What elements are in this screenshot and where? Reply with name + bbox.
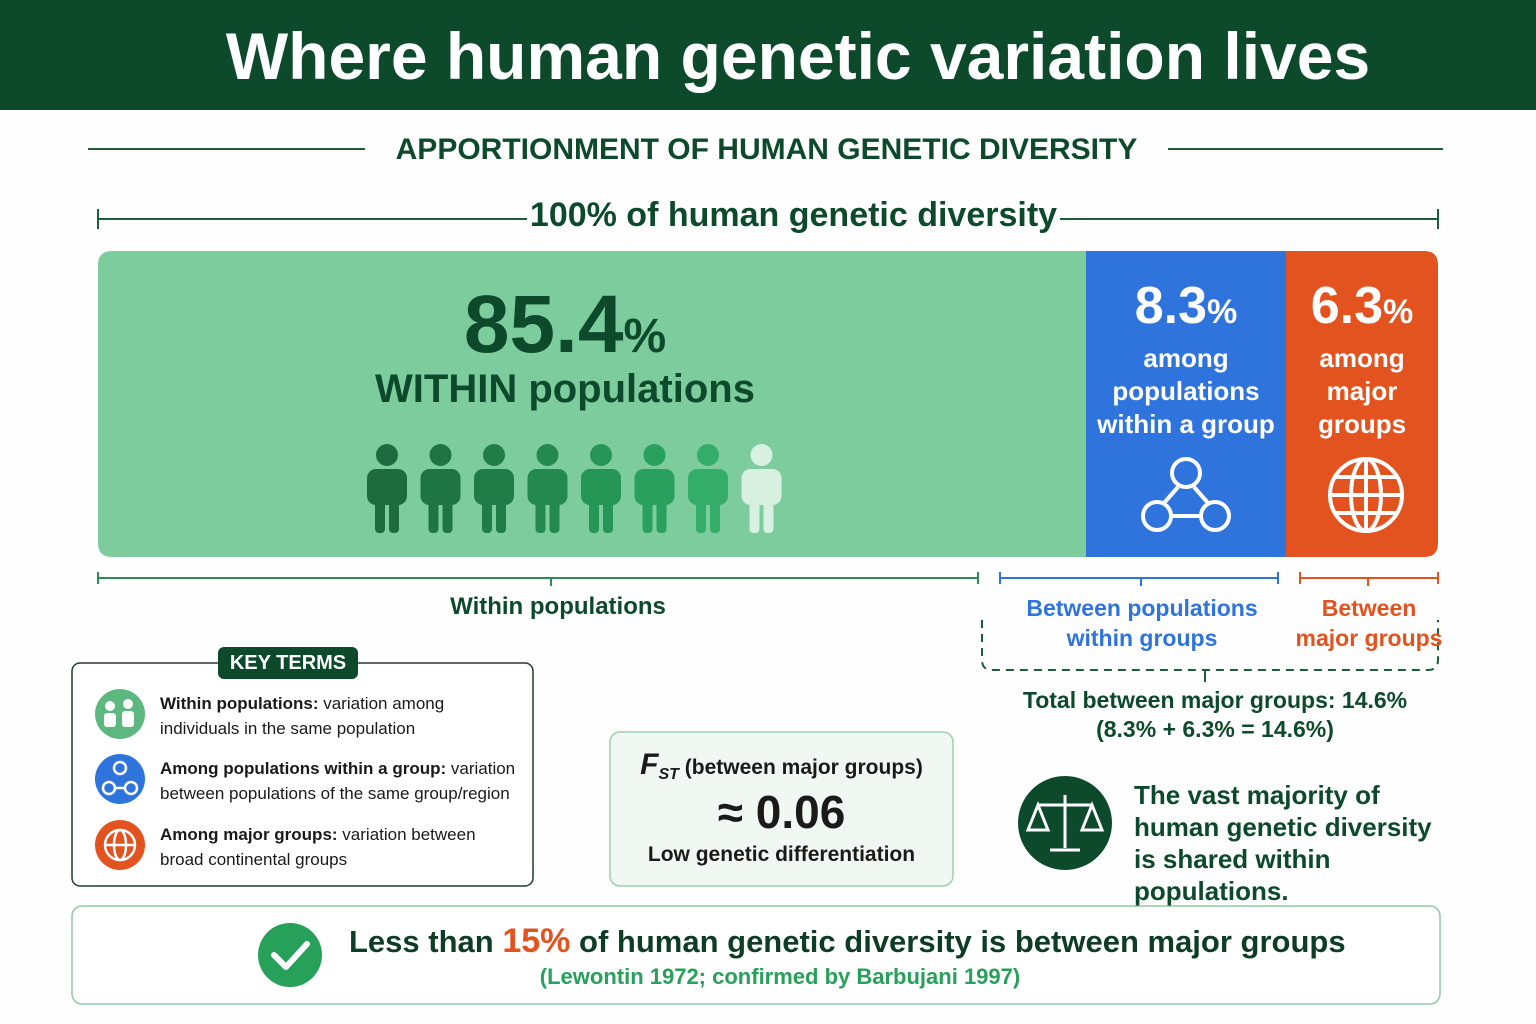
between-sum: (8.3% + 6.3% = 14.6%) (1096, 716, 1334, 742)
person-part (549, 495, 560, 533)
fst-label: (between major groups) (684, 756, 923, 779)
title: Where human genetic variation lives (225, 19, 1371, 93)
within-value: 85.4% (265, 278, 865, 372)
note: The vast majority of human genetic diver… (1134, 780, 1432, 906)
person-part (581, 469, 621, 505)
among-populations-label: among populations within a group (1097, 343, 1275, 439)
among-populations-term-network (101, 760, 139, 796)
term: Within populations: (160, 694, 319, 713)
brackets (97, 572, 1439, 682)
key-term: Among major groups: variation between br… (160, 822, 500, 872)
conclusion-highlight: 15% (502, 922, 571, 960)
conclusion-after: of human genetic diversity is between ma… (579, 924, 1346, 959)
among-groups-bracket-label: Between major groups (1295, 595, 1443, 651)
conclusion-box (71, 905, 1441, 1005)
person-part (656, 495, 667, 533)
term: Among populations within a group: (160, 759, 447, 778)
person-part (741, 469, 782, 505)
person-part (535, 495, 546, 533)
unit: % (1207, 293, 1238, 331)
subtitle-rules (88, 148, 1443, 229)
person-part (590, 444, 612, 466)
among-populations-segment (1086, 251, 1286, 557)
citation: (Lewontin 1972; confirmed by Barbujani 1… (539, 964, 1021, 989)
fst-symbol: F (640, 748, 659, 781)
scale-glyph (1025, 795, 1105, 852)
person-part (482, 495, 492, 533)
value: 8.3 (1134, 277, 1208, 335)
person-part (696, 495, 706, 533)
key-term: Among populations within a group: variat… (160, 756, 520, 806)
term-text: variation between populations of the sam… (160, 759, 516, 803)
value: 85.4 (463, 279, 624, 370)
person-part (375, 495, 385, 533)
among-populations-bracket-label: Between populations within groups (1026, 595, 1258, 651)
stacked-bar (98, 251, 1438, 557)
person-part (483, 444, 505, 466)
among-populations-value: 8.3% (1086, 276, 1286, 336)
person-part (589, 495, 599, 533)
person-part (763, 495, 774, 533)
among-groups-value: 6.3% (1286, 276, 1438, 336)
person-part (750, 444, 773, 466)
person-part (749, 495, 760, 533)
person-part (420, 469, 461, 505)
key-term: Within populations: variation among indi… (160, 691, 520, 741)
among-populations-term-icon (95, 754, 145, 804)
person-part (634, 469, 675, 505)
person-part (428, 495, 439, 533)
fst-value: ≈ 0.06 (717, 786, 846, 838)
network-icon (1141, 457, 1231, 532)
people-icons (367, 444, 782, 533)
key-terms-title: KEY TERMS (229, 652, 347, 674)
within-segment (98, 251, 1086, 557)
subtitle: APPORTIONMENT OF HUMAN GENETIC DIVERSITY (395, 133, 1138, 166)
person-part (389, 495, 399, 533)
among-groups-label: among major groups (1317, 343, 1407, 439)
person-part (643, 444, 666, 466)
within-term-people (104, 699, 134, 727)
between-total: Total between major groups: 14.6% (1022, 687, 1408, 713)
fst-heading: FST (between major groups) (610, 748, 953, 784)
fst-box (609, 731, 954, 887)
term-text: variation between broad continental grou… (160, 825, 476, 869)
header-bar (0, 0, 1536, 110)
key-terms-tab (218, 647, 358, 679)
unit: % (1383, 293, 1414, 331)
person-part (697, 444, 719, 466)
globe-icon (1328, 457, 1404, 533)
person-part (429, 444, 452, 466)
person-part (688, 469, 728, 505)
person-part (367, 469, 407, 505)
person-part (527, 469, 568, 505)
unit: % (623, 310, 667, 363)
fst-caption: Low genetic differentiation (647, 843, 916, 866)
value: 6.3 (1310, 277, 1384, 335)
conclusion-before: Less than (349, 924, 494, 959)
person-part (376, 444, 398, 466)
check-icon (258, 923, 322, 987)
among-groups-term-globe (103, 828, 137, 862)
within-label: WITHIN populations (375, 367, 755, 411)
person-part (442, 495, 453, 533)
term-text: variation among individuals in the same … (160, 694, 445, 738)
within-term-icon (95, 689, 145, 739)
person-part (642, 495, 653, 533)
term: Among major groups: (160, 825, 338, 844)
person-part (710, 495, 720, 533)
check-glyph (271, 941, 310, 970)
within-bracket-label: Within populations (450, 593, 666, 620)
total-label: 100% of human genetic diversity (529, 196, 1058, 234)
person-part (603, 495, 613, 533)
conclusion: Less than 15% of human genetic diversity… (349, 922, 1349, 961)
person-part (496, 495, 506, 533)
person-part (474, 469, 514, 505)
fst-subscript: ST (658, 766, 679, 784)
person-part (536, 444, 559, 466)
